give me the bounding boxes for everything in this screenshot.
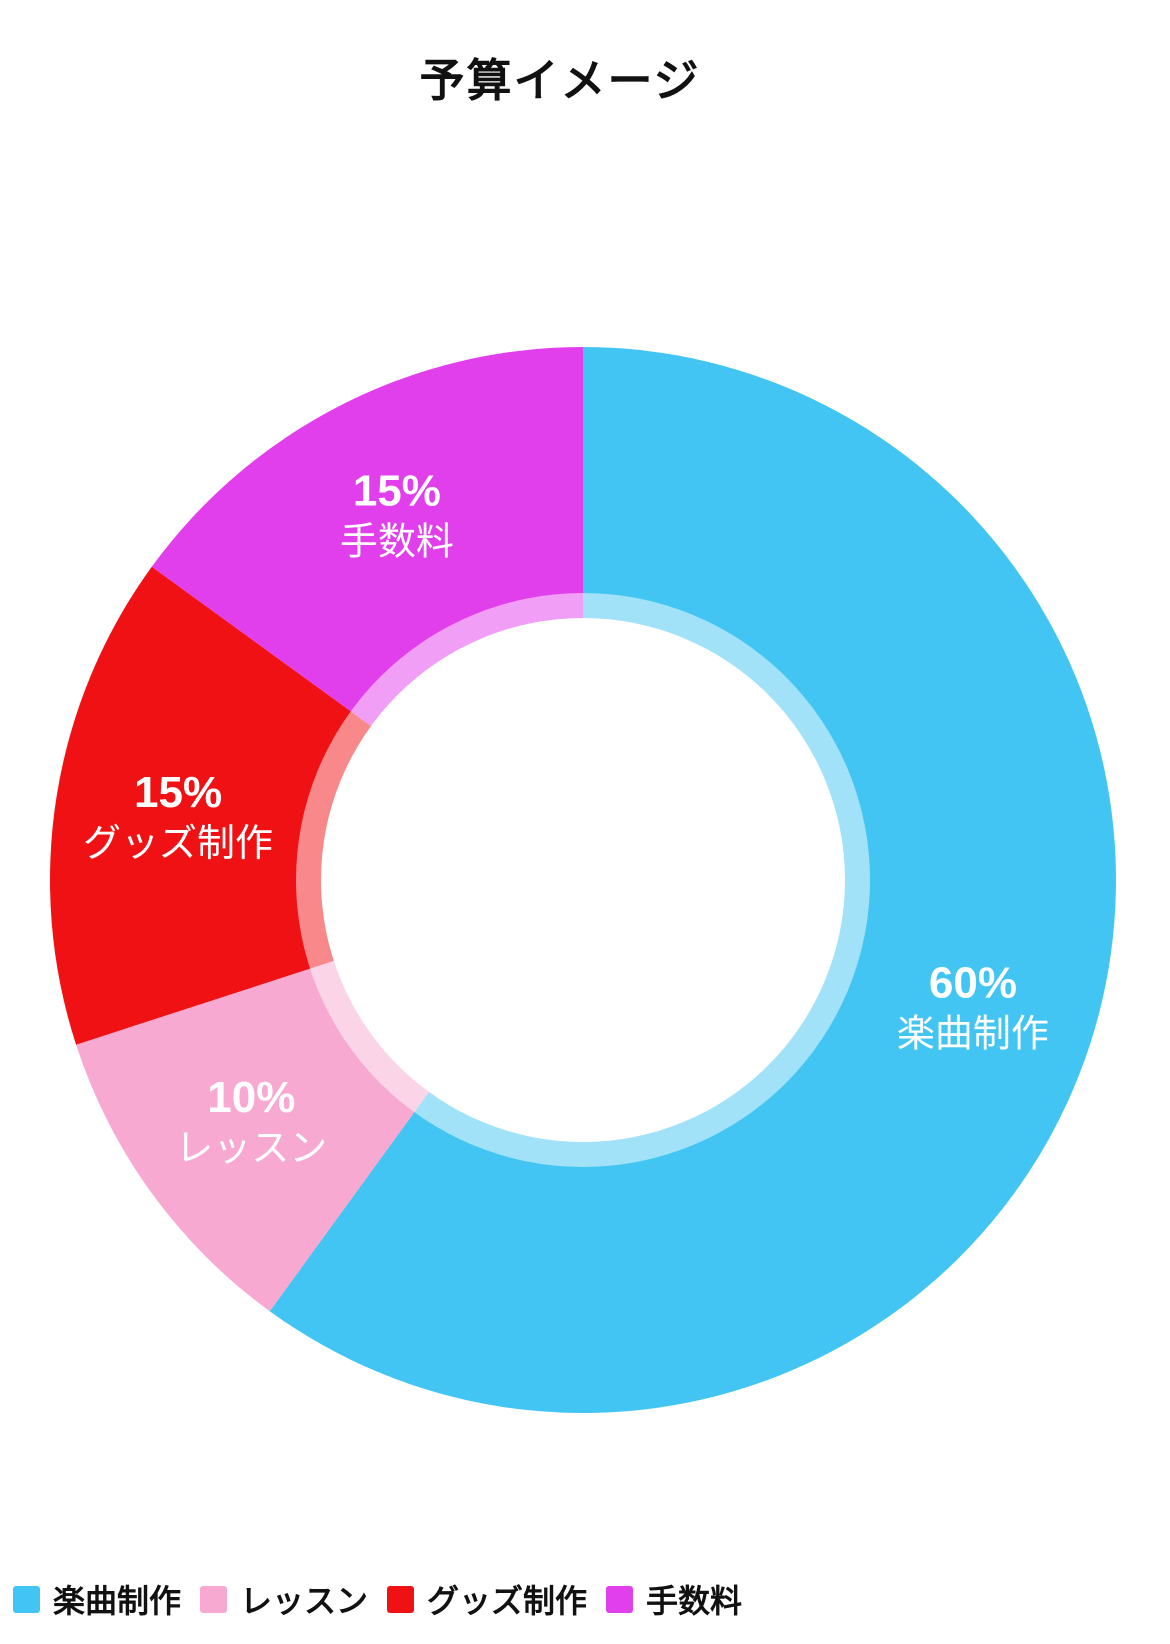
chart-legend: 楽曲制作 レッスン グッズ制作 手数料 [13, 1576, 742, 1622]
chart-title: 予算イメージ [419, 55, 701, 106]
legend-label: グッズ制作 [427, 1583, 588, 1619]
legend-label: 手数料 [646, 1583, 743, 1619]
segment-label-0: 60%楽曲制作 [897, 959, 1049, 1056]
legend-item-3: 手数料 [606, 1576, 742, 1622]
legend-swatch-icon [606, 1585, 634, 1613]
legend-label: 楽曲制作 [53, 1583, 182, 1619]
legend-swatch-icon [200, 1585, 228, 1613]
segment-label-3: 15%手数料 [340, 467, 454, 564]
donut-hole [321, 618, 845, 1142]
legend-item-0: 楽曲制作 [13, 1576, 181, 1622]
legend-swatch-icon [387, 1585, 415, 1613]
segment-label-1: 10%レッスン [175, 1073, 327, 1170]
legend-item-2: グッズ制作 [387, 1576, 587, 1622]
legend-label: レッスン [240, 1583, 369, 1619]
segment-label-2: 15%グッズ制作 [83, 768, 273, 865]
legend-item-1: レッスン [200, 1576, 368, 1622]
legend-swatch-icon [13, 1585, 40, 1613]
